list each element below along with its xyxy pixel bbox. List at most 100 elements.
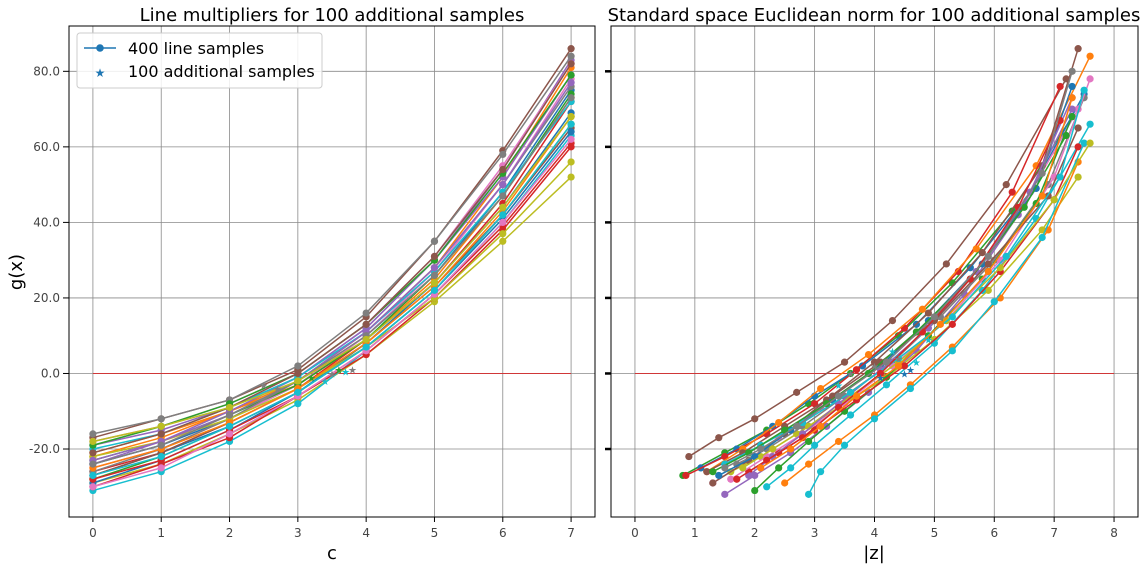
data-point — [567, 158, 575, 166]
left-chart-frame — [68, 25, 596, 518]
x-tick-label: 0 — [631, 526, 639, 540]
x-tick-label: 5 — [931, 526, 939, 540]
left-chart-panel: Line multipliers for 100 additional samp… — [6, 5, 596, 564]
left-chart-y-label: g(x) — [6, 254, 27, 290]
data-point — [1086, 75, 1094, 83]
additional-sample-star: ★ — [912, 358, 921, 369]
data-point — [984, 252, 992, 260]
additional-sample-star: ★ — [259, 381, 268, 392]
data-point — [858, 362, 867, 370]
data-point — [751, 486, 759, 495]
data-point — [1050, 196, 1058, 204]
series-line — [92, 82, 572, 462]
data-point — [834, 437, 843, 446]
x-tick-label: 8 — [1110, 526, 1118, 540]
data-point — [499, 211, 507, 219]
data-point — [225, 430, 234, 438]
y-tick-label: 0.0 — [41, 366, 60, 380]
data-point — [430, 279, 439, 287]
data-point — [1008, 188, 1016, 196]
data-point — [567, 60, 575, 68]
series-1 — [685, 75, 1070, 461]
data-point — [1038, 233, 1046, 242]
left-chart-x-label: c — [327, 543, 337, 564]
data-point — [89, 430, 97, 438]
legend-entry-additional-samples: 100 additional samples — [128, 62, 315, 81]
data-point — [1068, 94, 1076, 102]
series-29 — [89, 120, 575, 480]
additional-sample-star: ★ — [273, 385, 282, 396]
x-tick-label: 2 — [751, 526, 759, 540]
legend: 400 line samples ★ 100 additional sample… — [76, 32, 323, 89]
data-point — [157, 415, 165, 423]
data-point — [775, 418, 783, 427]
data-point — [567, 71, 575, 79]
y-tick-label: 80.0 — [33, 64, 60, 78]
data-point — [1074, 45, 1082, 53]
data-point — [157, 464, 165, 472]
data-point — [793, 422, 801, 430]
data-point — [775, 464, 783, 472]
data-point — [918, 328, 927, 336]
data-point — [709, 479, 717, 487]
right-chart-grid — [611, 26, 1138, 517]
data-point — [721, 464, 729, 472]
x-tick-label: 6 — [499, 526, 507, 540]
data-point — [225, 411, 234, 419]
data-point — [567, 173, 575, 181]
additional-sample-star: ★ — [846, 369, 855, 380]
data-point — [918, 305, 927, 313]
data-point — [984, 260, 992, 268]
data-point — [805, 460, 813, 468]
additional-sample-star: ★ — [900, 369, 909, 380]
series-15 — [805, 139, 1088, 498]
x-tick-label: 1 — [691, 526, 699, 540]
x-tick-label: 4 — [871, 526, 879, 540]
left-chart-additional-samples: ★ ★★ ★★★★★ — [259, 366, 357, 396]
left-chart-y-ticks: -20.0 0.0 20.0 40.0 60.0 80.0 — [29, 64, 69, 456]
additional-sample-star: ★ — [894, 354, 903, 365]
x-tick-label: 7 — [1050, 526, 1058, 540]
data-point — [733, 475, 741, 483]
data-point — [294, 362, 302, 370]
data-point — [225, 422, 234, 430]
data-point — [763, 483, 771, 491]
data-point — [499, 203, 507, 211]
series-7 — [89, 52, 575, 438]
right-chart-panel: Standard space Euclidean norm for 100 ad… — [605, 5, 1140, 564]
data-point — [870, 415, 879, 423]
data-point — [1014, 203, 1022, 211]
data-point — [1002, 252, 1010, 260]
additional-sample-star: ★ — [888, 347, 897, 358]
data-point — [876, 369, 885, 378]
data-point — [715, 471, 723, 480]
data-point — [567, 128, 575, 136]
x-tick-label: 2 — [226, 526, 234, 540]
legend-entry-line-samples: 400 line samples — [128, 39, 264, 58]
data-point — [225, 403, 234, 412]
data-point — [751, 415, 759, 423]
data-point — [1074, 124, 1082, 132]
data-point — [157, 422, 165, 430]
additional-sample-star: ★ — [870, 362, 879, 373]
data-point — [430, 237, 439, 245]
data-point — [846, 388, 855, 396]
data-point — [1056, 82, 1064, 91]
data-point — [769, 445, 777, 453]
x-tick-label: 3 — [811, 526, 819, 540]
series-line — [92, 116, 572, 443]
data-point — [89, 449, 97, 457]
data-point — [1086, 52, 1094, 60]
legend-box — [76, 32, 323, 89]
data-point — [362, 320, 370, 328]
right-chart-x-label: |z| — [863, 543, 885, 564]
series-line — [92, 138, 572, 488]
data-point — [499, 218, 507, 226]
data-point — [787, 464, 795, 472]
series-line — [92, 146, 572, 488]
additional-sample-star: ★ — [348, 366, 357, 377]
data-point — [294, 369, 302, 378]
data-point — [703, 468, 711, 476]
data-point — [430, 271, 439, 279]
data-point — [1086, 120, 1094, 128]
